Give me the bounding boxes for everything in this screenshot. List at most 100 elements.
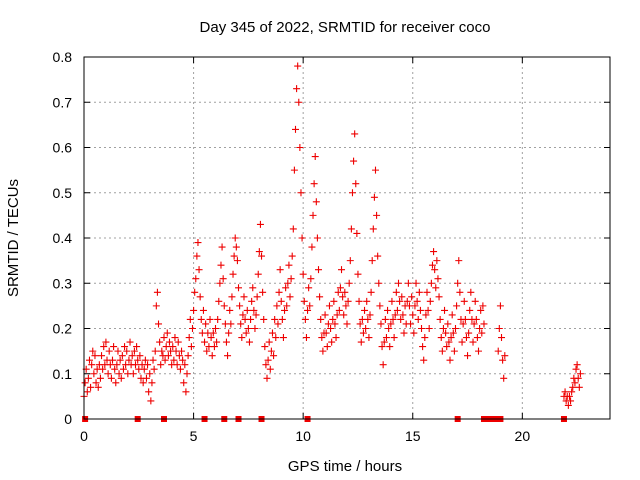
data-point	[187, 343, 195, 351]
data-point	[160, 334, 168, 342]
data-point	[408, 293, 416, 301]
data-point	[392, 288, 400, 296]
data-point	[199, 306, 207, 314]
data-point	[373, 211, 381, 219]
data-point	[226, 306, 234, 314]
data-point	[439, 325, 447, 332]
data-point	[294, 62, 302, 70]
data-point	[147, 397, 155, 405]
data-point	[409, 311, 417, 319]
data-point	[339, 293, 347, 301]
data-point	[441, 306, 449, 314]
data-point	[141, 356, 149, 364]
data-point	[479, 302, 487, 310]
data-point	[100, 343, 108, 351]
data-point	[476, 325, 484, 332]
data-point	[282, 284, 290, 292]
data-point	[196, 293, 204, 301]
data-point	[128, 352, 136, 360]
data-point	[117, 374, 125, 382]
data-point	[202, 320, 210, 328]
data-point	[434, 275, 442, 283]
data-point	[455, 257, 463, 265]
data-point	[261, 343, 269, 351]
data-point	[387, 320, 395, 328]
data-point	[210, 343, 218, 351]
data-point	[238, 334, 246, 342]
data-point	[278, 315, 286, 323]
data-point	[155, 320, 163, 328]
data-point	[312, 198, 320, 206]
data-point	[472, 315, 480, 323]
data-point	[344, 297, 352, 305]
data-point	[102, 338, 110, 346]
data-point	[195, 266, 203, 274]
data-point	[480, 320, 488, 328]
data-point	[362, 325, 370, 332]
data-point	[149, 356, 157, 364]
data-point	[148, 379, 156, 387]
data-point	[323, 343, 331, 351]
data-point	[235, 284, 243, 292]
data-point	[322, 329, 330, 337]
data-point	[298, 234, 306, 242]
data-point	[274, 320, 282, 328]
data-point	[561, 388, 569, 396]
data-point	[240, 293, 248, 301]
data-point	[272, 334, 280, 342]
data-point	[157, 361, 165, 369]
data-point	[568, 388, 576, 396]
data-point	[471, 297, 479, 305]
data-point	[254, 270, 262, 278]
data-point	[467, 288, 475, 296]
data-point	[283, 302, 291, 310]
data-point	[89, 347, 97, 355]
data-point	[81, 379, 89, 387]
data-point	[437, 334, 445, 342]
data-point	[447, 334, 455, 342]
data-point	[208, 352, 216, 360]
data-point	[435, 293, 443, 301]
data-point	[397, 315, 405, 323]
data-point	[356, 320, 364, 328]
data-point	[277, 297, 285, 305]
data-point	[203, 347, 211, 355]
data-point	[239, 311, 247, 319]
data-point	[108, 356, 116, 364]
data-point	[169, 343, 177, 351]
data-point	[105, 347, 113, 355]
data-point	[94, 383, 102, 391]
data-point	[201, 338, 209, 346]
data-point	[393, 306, 401, 314]
data-point	[389, 315, 397, 323]
data-point	[327, 325, 335, 332]
data-point	[306, 302, 314, 310]
data-point	[192, 275, 200, 283]
data-point	[498, 334, 506, 342]
data-point	[313, 234, 321, 242]
data-point	[571, 379, 579, 387]
data-point	[496, 302, 504, 310]
data-point	[376, 302, 384, 310]
data-point	[164, 352, 172, 360]
data-point	[433, 257, 441, 265]
data-point	[245, 338, 253, 346]
data-point	[99, 365, 107, 373]
data-point	[309, 211, 317, 219]
x-tick-label: 0	[80, 428, 88, 444]
data-point	[374, 252, 382, 260]
data-point	[90, 370, 98, 378]
data-point	[432, 284, 440, 292]
data-point	[115, 370, 123, 378]
data-point	[420, 356, 428, 364]
data-point	[279, 334, 287, 342]
data-point	[222, 338, 230, 346]
data-point	[319, 347, 327, 355]
data-point	[494, 347, 502, 355]
data-point	[146, 370, 154, 378]
data-point	[380, 338, 388, 346]
data-point	[357, 338, 365, 346]
data-point	[316, 293, 324, 301]
data-point	[302, 334, 310, 342]
data-point	[363, 297, 371, 305]
